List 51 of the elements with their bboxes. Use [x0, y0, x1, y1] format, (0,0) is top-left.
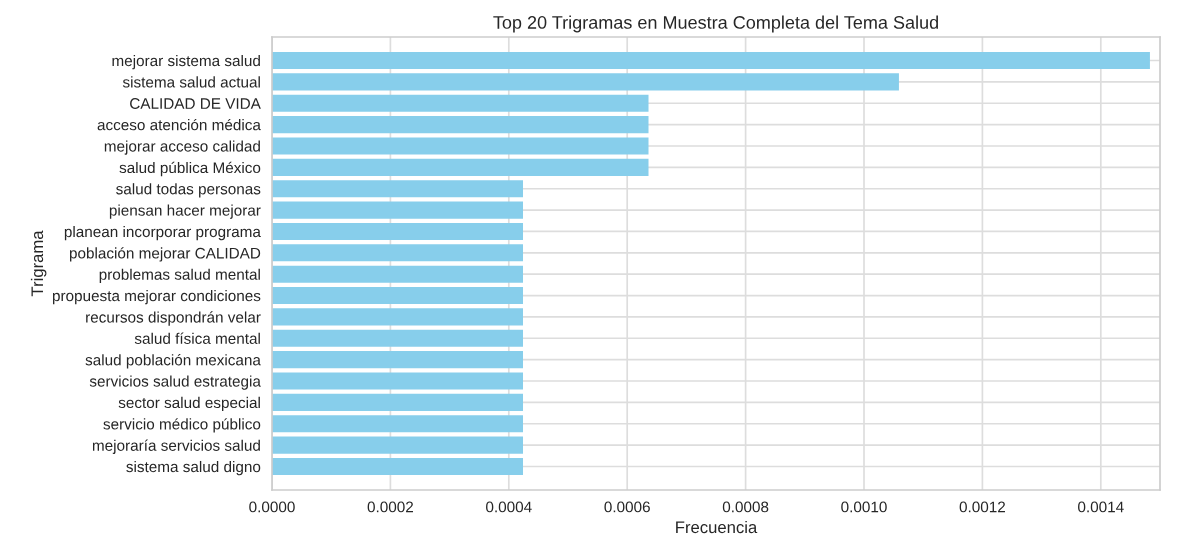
y-tick-label: propuesta mejorar condiciones	[52, 290, 261, 305]
bar	[272, 116, 649, 134]
bar	[272, 180, 524, 198]
y-tick-label: recursos dispondrán velar	[86, 311, 261, 326]
y-tick-label: salud población mexicana	[85, 354, 261, 369]
x-tick-label: 0.0014	[1078, 501, 1124, 513]
bar	[272, 244, 524, 262]
bar	[272, 415, 524, 433]
y-tick-label: salud física mental	[134, 332, 260, 344]
x-tick-label: 0.0008	[722, 501, 769, 513]
y-tick-label: sistema salud digno	[126, 460, 261, 476]
y-tick-label: problemas salud mental	[99, 268, 260, 283]
y-tick-label: sistema salud actual	[122, 76, 260, 88]
y-tick-label: salud todas personas	[116, 183, 261, 198]
bar	[272, 457, 524, 476]
bar	[272, 329, 524, 347]
y-tick-label: mejoraría servicios salud	[92, 439, 260, 454]
x-axis-title: Frecuencia	[676, 520, 758, 534]
y-axis-title: Trigrama	[30, 230, 47, 297]
x-tick-label: 0.0000	[249, 501, 295, 513]
y-tick-label: mejorar acceso calidad	[104, 140, 260, 155]
bar	[272, 94, 649, 112]
y-tick-label: acceso atención médica	[97, 118, 261, 131]
bar	[272, 287, 524, 305]
bar	[272, 158, 649, 176]
y-tick-label: servicios salud estrategia	[89, 375, 261, 390]
chart-title: Top 20 Trigramas en Muestra Completa del Tema Salud	[493, 15, 938, 33]
x-tick-label: 0.0006	[604, 501, 650, 513]
x-tick-label: 0.0010	[841, 501, 887, 513]
bar	[272, 308, 524, 326]
bar	[272, 137, 649, 155]
y-tick-label: mejorar sistema salud	[112, 54, 260, 70]
y-tick-label: salud pública México	[119, 161, 261, 177]
x-tick-label: 0.0012	[959, 501, 1005, 513]
x-tick-label: 0.0002	[367, 501, 413, 513]
bar	[272, 436, 524, 454]
bar	[272, 265, 524, 283]
bar	[272, 372, 524, 390]
bar	[272, 222, 524, 240]
bar	[272, 51, 1150, 70]
bar	[272, 393, 524, 411]
y-tick-label: planean incorporar programa	[64, 225, 261, 241]
y-tick-label: piensan hacer mejorar	[109, 204, 261, 219]
y-tick-label: CALIDAD DE VIDA	[130, 98, 261, 109]
y-tick-label: servicio médico público	[103, 418, 261, 433]
y-tick-label: población mejorar CALIDAD	[69, 247, 261, 262]
bar	[272, 351, 524, 369]
bar	[272, 201, 524, 219]
bar	[272, 73, 899, 91]
x-tick-label: 0.0004	[486, 501, 532, 513]
y-tick-label: sector salud especial	[118, 396, 260, 412]
